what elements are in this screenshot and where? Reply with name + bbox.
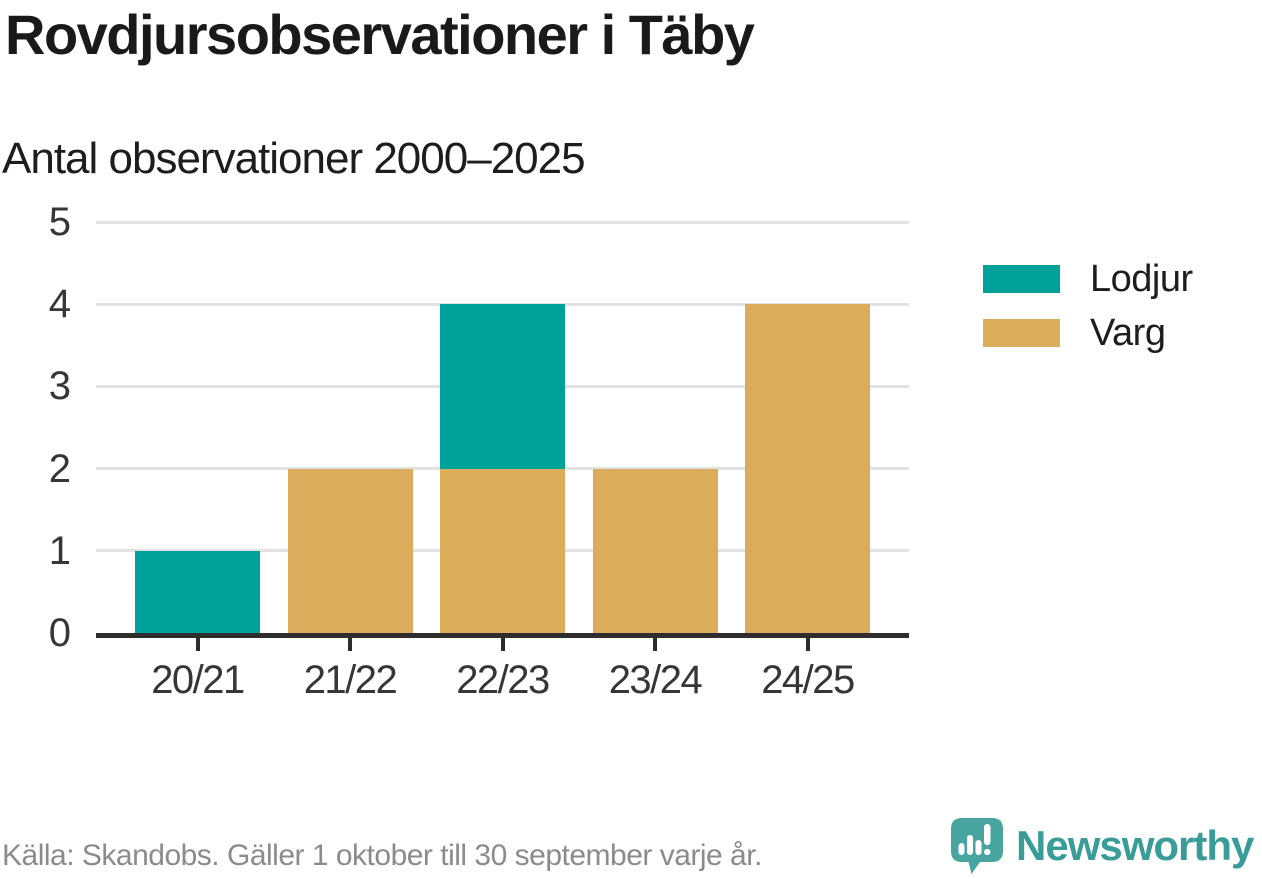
x-tick-20/21	[135, 638, 260, 651]
legend-swatch-lodjur	[983, 265, 1060, 293]
bar-chart-speech-bubble-icon	[951, 818, 1003, 874]
bar-segment-varg-24/25	[745, 304, 870, 633]
legend: Lodjur Varg	[983, 258, 1193, 371]
source-note: Källa: Skandobs. Gäller 1 oktober till 3…	[2, 839, 762, 872]
legend-label-varg: Varg	[1090, 312, 1166, 354]
plot-area	[96, 220, 909, 633]
tick-mark	[500, 638, 505, 651]
legend-swatch-varg	[983, 319, 1060, 347]
chart-title: Rovdjursobservationer i Täby	[5, 3, 755, 66]
bar-segment-lodjur-22/23	[440, 304, 565, 469]
bar-23/24	[592, 222, 718, 633]
legend-item-lodjur: Lodjur	[983, 258, 1193, 300]
newsworthy-logo: Newsworthy	[950, 816, 1254, 876]
tick-mark	[653, 638, 657, 651]
x-tick-21/22	[288, 638, 413, 651]
x-tick-label-23/24: 23/24	[608, 658, 703, 702]
bars-container	[96, 222, 909, 633]
newsworthy-wordmark: Newsworthy	[1016, 822, 1254, 869]
y-tick-label-3: 3	[48, 364, 71, 409]
bar-segment-varg-23/24	[592, 468, 718, 633]
legend-item-varg: Varg	[983, 312, 1193, 354]
x-tick-label-22/23: 22/23	[456, 658, 550, 702]
gridline-4	[96, 302, 909, 306]
bar-22/23	[440, 222, 565, 633]
x-tick-label-20/21: 20/21	[151, 658, 245, 702]
y-tick-label-0: 0	[48, 611, 71, 655]
chart-subtitle: Antal observationer 2000–2025	[2, 134, 586, 183]
legend-label-lodjur: Lodjur	[1090, 258, 1193, 300]
gridline-5	[96, 220, 909, 224]
x-tick-22/23	[440, 638, 565, 651]
x-tick-label-21/22: 21/22	[303, 658, 398, 702]
y-tick-label-4: 4	[48, 282, 71, 327]
bar-segment-varg-21/22	[287, 468, 413, 633]
y-tick-label-2: 2	[48, 446, 71, 491]
x-axis-labels: 20/21 21/22 22/23 23/24 24/25	[96, 658, 909, 702]
x-axis-ticks	[96, 638, 909, 651]
x-axis-line	[96, 633, 909, 638]
bar-segment-varg-22/23	[440, 468, 565, 633]
x-tick-24/25	[745, 638, 870, 651]
bar-24/25	[745, 222, 870, 633]
x-tick-23/24	[593, 638, 718, 651]
tick-mark	[195, 638, 200, 651]
bar-segment-lodjur-20/21	[135, 550, 260, 633]
bar-20/21	[135, 222, 260, 633]
tick-mark	[805, 638, 810, 651]
y-tick-label-1: 1	[48, 528, 71, 573]
y-tick-label-5: 5	[48, 200, 71, 244]
y-axis-labels: 0 1 2 3 4 5	[0, 202, 71, 653]
tick-mark	[348, 638, 352, 651]
bar-21/22	[287, 222, 413, 633]
x-tick-label-24/25: 24/25	[761, 658, 855, 702]
